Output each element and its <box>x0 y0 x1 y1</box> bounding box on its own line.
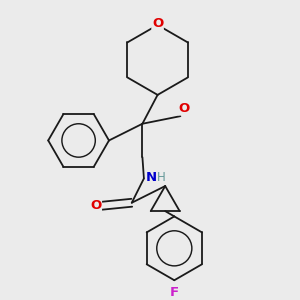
Text: N: N <box>146 171 157 184</box>
Text: O: O <box>178 102 189 115</box>
Text: O: O <box>152 17 163 30</box>
Text: F: F <box>170 286 179 299</box>
Text: H: H <box>157 171 165 184</box>
Text: O: O <box>90 199 101 212</box>
Text: H: H <box>181 101 190 114</box>
